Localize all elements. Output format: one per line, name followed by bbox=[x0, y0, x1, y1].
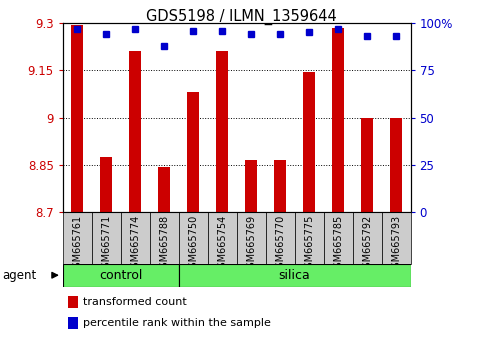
Bar bbox=[208, 212, 237, 264]
Text: control: control bbox=[99, 269, 142, 282]
Bar bbox=[382, 212, 411, 264]
Bar bbox=[63, 264, 179, 287]
Text: GSM665761: GSM665761 bbox=[72, 215, 82, 274]
Text: GSM665769: GSM665769 bbox=[246, 215, 256, 274]
Bar bbox=[332, 28, 344, 212]
Bar bbox=[158, 167, 170, 212]
Bar bbox=[187, 92, 199, 212]
Text: GSM665785: GSM665785 bbox=[333, 215, 343, 274]
Text: GSM665775: GSM665775 bbox=[304, 215, 314, 274]
Text: GSM665750: GSM665750 bbox=[188, 215, 198, 274]
Text: GSM665792: GSM665792 bbox=[362, 215, 372, 274]
Text: GSM665793: GSM665793 bbox=[391, 215, 401, 274]
Text: GSM665788: GSM665788 bbox=[159, 215, 169, 274]
Text: GSM665754: GSM665754 bbox=[217, 215, 227, 274]
Bar bbox=[390, 118, 402, 212]
Bar bbox=[121, 212, 150, 264]
Bar bbox=[295, 212, 324, 264]
Bar bbox=[245, 160, 257, 212]
Bar bbox=[129, 51, 141, 212]
Bar bbox=[150, 212, 179, 264]
Bar bbox=[179, 264, 411, 287]
Bar bbox=[71, 24, 83, 212]
Bar bbox=[303, 72, 315, 212]
Bar bbox=[361, 118, 373, 212]
Bar bbox=[353, 212, 382, 264]
Text: GSM665774: GSM665774 bbox=[130, 215, 140, 274]
Bar bbox=[68, 296, 78, 308]
Text: percentile rank within the sample: percentile rank within the sample bbox=[83, 318, 271, 328]
Bar bbox=[237, 212, 266, 264]
Bar bbox=[274, 160, 286, 212]
Bar bbox=[324, 212, 353, 264]
Text: GDS5198 / ILMN_1359644: GDS5198 / ILMN_1359644 bbox=[146, 9, 337, 25]
Text: agent: agent bbox=[2, 269, 37, 282]
Text: GSM665770: GSM665770 bbox=[275, 215, 285, 274]
Bar bbox=[266, 212, 295, 264]
Text: silica: silica bbox=[279, 269, 311, 282]
Bar bbox=[216, 51, 228, 212]
Bar bbox=[179, 212, 208, 264]
Text: GSM665771: GSM665771 bbox=[101, 215, 111, 274]
Bar bbox=[92, 212, 121, 264]
Bar bbox=[68, 317, 78, 329]
Bar bbox=[63, 212, 92, 264]
Text: transformed count: transformed count bbox=[83, 297, 187, 307]
Bar bbox=[100, 157, 112, 212]
